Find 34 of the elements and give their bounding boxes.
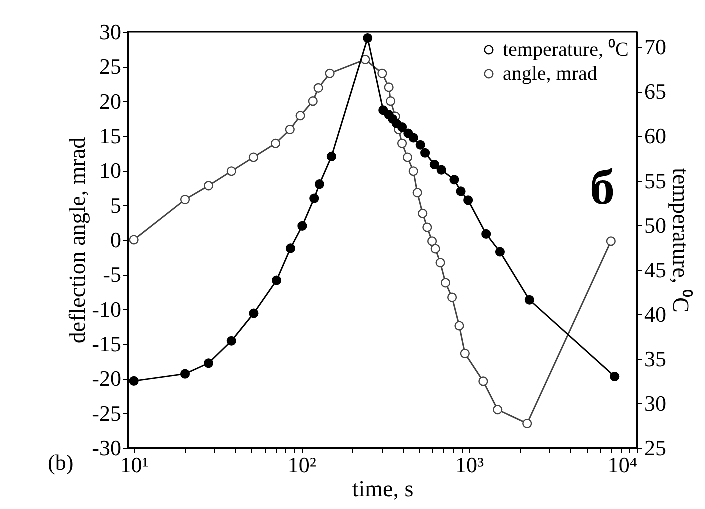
- y-tick-label: 5: [110, 192, 122, 218]
- y-tick-label: 25: [100, 54, 122, 80]
- y2-tick-label: 50: [644, 212, 666, 238]
- y-tick-label: -30: [92, 436, 122, 460]
- annotation: б: [590, 158, 615, 216]
- y-tick-label: -20: [92, 366, 122, 392]
- y-tick-label: 15: [100, 124, 122, 148]
- y2-tick-label: 70: [644, 34, 666, 60]
- x-axis-title: time, s: [352, 476, 414, 502]
- legend-label: temperature, ⁰C: [503, 38, 629, 61]
- y-tick-label: 10: [100, 158, 122, 184]
- y-tick-label: -10: [92, 296, 122, 322]
- legend-label: angle, mrad: [503, 63, 598, 85]
- y-tick-label: 0: [110, 228, 122, 252]
- y-tick-label: -5: [103, 262, 122, 288]
- y2-tick-label: 60: [644, 124, 666, 149]
- y2-tick-label: 45: [644, 257, 666, 282]
- text: (b): [48, 450, 74, 476]
- y2-tick-label: 35: [644, 346, 666, 372]
- y2-tick-label: 65: [644, 79, 666, 104]
- y2-axis-title: temperature, ⁰C: [668, 168, 694, 313]
- y-tick-label: -15: [92, 332, 122, 356]
- y2-tick-label: 25: [644, 436, 666, 460]
- x-tick-label: 10²: [288, 452, 317, 478]
- y-axis-title: deflection angle, mrad: [65, 136, 90, 344]
- x-tick-label: 10⁴: [608, 452, 638, 478]
- y2-tick-label: 30: [644, 390, 666, 416]
- y2-tick-label: 55: [644, 168, 666, 194]
- y-tick-label: 30: [100, 20, 122, 44]
- x-tick-label: 10³: [456, 452, 485, 478]
- x-tick-label: 10¹: [120, 452, 149, 478]
- y-tick-label: 20: [100, 88, 122, 114]
- y-tick-label: -25: [92, 400, 122, 426]
- y2-tick-label: 40: [644, 302, 666, 327]
